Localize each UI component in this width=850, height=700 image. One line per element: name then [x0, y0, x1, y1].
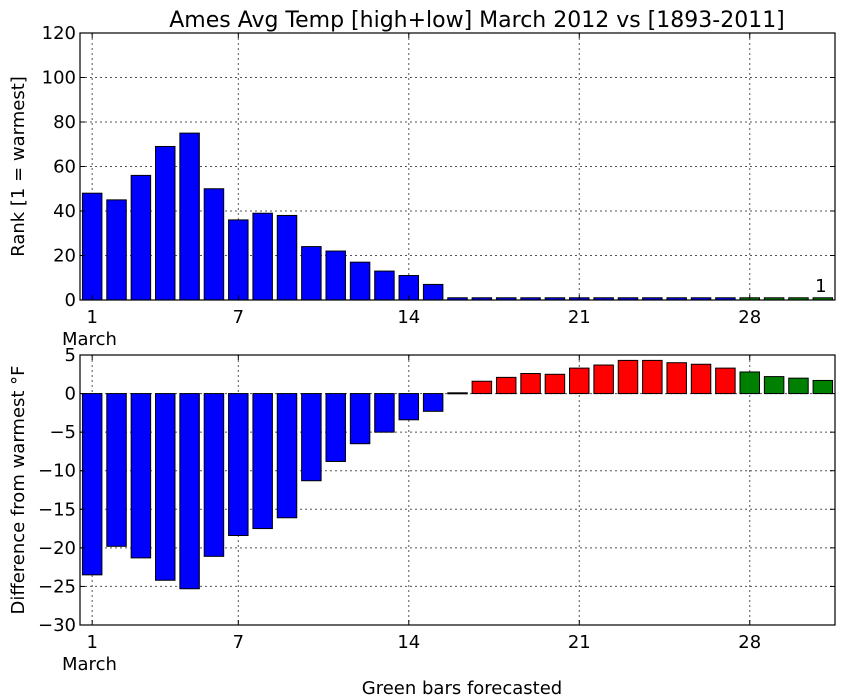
bar-day-27 [715, 367, 736, 395]
bar-day-10 [301, 393, 322, 482]
bar-day-6 [203, 393, 225, 557]
bar-day-19 [520, 373, 541, 395]
bar-day-11 [325, 393, 346, 462]
chart-title: Ames Avg Temp [high+low] March 2012 vs [… [169, 8, 785, 33]
bar-day-6 [203, 188, 225, 301]
bar-day-24 [642, 359, 663, 395]
bar-day-25 [666, 362, 687, 395]
y-tick-label: 5 [65, 345, 76, 366]
bar-day-13 [374, 270, 395, 301]
x-tick-label: 14 [397, 632, 420, 653]
bar-day-7 [228, 393, 249, 537]
bar-day-5 [179, 132, 200, 301]
month-label: March [62, 329, 117, 350]
bar-day-3 [130, 174, 152, 301]
bar-day-8 [252, 212, 273, 301]
bar-day-12 [349, 393, 371, 445]
bar-day-4 [155, 145, 176, 301]
x-tick-label: 7 [233, 307, 244, 328]
y-tick-label: 80 [53, 112, 76, 133]
bar-day-17 [471, 380, 493, 395]
bar-day-12 [349, 261, 371, 301]
y-tick-label: 0 [65, 384, 76, 405]
bar-day-30 [788, 377, 809, 395]
bar-day-1 [81, 393, 103, 576]
bar-day-14 [398, 393, 420, 421]
bar-day-8 [252, 393, 273, 530]
bar-day-9 [276, 393, 298, 519]
bar-day-7 [228, 219, 249, 301]
bar-day-11 [325, 250, 346, 301]
bar-day-31 [812, 379, 834, 395]
x-tick-label: 1 [86, 632, 97, 653]
y-tick-label: 60 [53, 157, 76, 178]
y-tick-label: −30 [38, 615, 76, 636]
bar-day-3 [130, 393, 152, 559]
x-tick-label: 1 [86, 307, 97, 328]
bar-day-4 [155, 393, 176, 581]
bar-day-29 [763, 376, 785, 395]
y-tick-label: 40 [53, 201, 76, 222]
bar-day-21 [569, 367, 590, 395]
month-label: March [62, 654, 117, 675]
y-tick-label: 100 [42, 68, 76, 89]
y-tick-label: 120 [42, 23, 76, 44]
bar-annotation: 1 [815, 276, 826, 297]
bar-day-15 [422, 393, 444, 412]
x-tick-label: 14 [397, 307, 420, 328]
bar-day-15 [422, 283, 444, 301]
rank-panel: 1 7 14 21 28 March 0 20 40 60 80 100 120 Rank [1 = wa… [8, 23, 836, 350]
y-tick-label: −15 [38, 499, 76, 520]
y-tick-label: −25 [38, 576, 76, 597]
x-tick-label: 7 [233, 632, 244, 653]
plot-frame [79, 354, 836, 626]
bar-day-9 [276, 214, 298, 301]
bar-day-16 [447, 392, 468, 395]
bar-day-18 [495, 376, 517, 395]
y-tick-label: 20 [53, 246, 76, 267]
x-tick-label: 28 [738, 632, 761, 653]
difference-panel: 1 7 14 21 28 March −30 −25 −20 −15 −10 −5 0 5 Differen… [8, 345, 836, 675]
bar-day-10 [301, 246, 322, 301]
bar-day-2 [106, 199, 127, 301]
y-tick-label: −20 [38, 538, 76, 559]
bar-day-2 [106, 393, 127, 547]
y-axis-label: Rank [1 = warmest] [8, 76, 29, 257]
y-axis-label: Difference from warmest °F [8, 365, 29, 614]
x-axis-label: Green bars forecasted [362, 678, 562, 699]
bar-day-5 [179, 393, 200, 590]
bar-day-23 [617, 359, 639, 395]
bar-day-22 [593, 364, 614, 395]
x-tick-label: 21 [568, 307, 591, 328]
x-tick-label: 28 [738, 307, 761, 328]
y-tick-label: 0 [65, 290, 76, 311]
bar-day-1 [81, 192, 103, 301]
bar-day-28 [739, 371, 760, 395]
x-tick-label: 21 [568, 632, 591, 653]
y-tick-label: −10 [38, 461, 76, 482]
bar-day-26 [690, 363, 712, 395]
bar-day-13 [374, 393, 395, 433]
bar-day-20 [544, 373, 566, 395]
y-tick-label: −5 [49, 422, 76, 443]
